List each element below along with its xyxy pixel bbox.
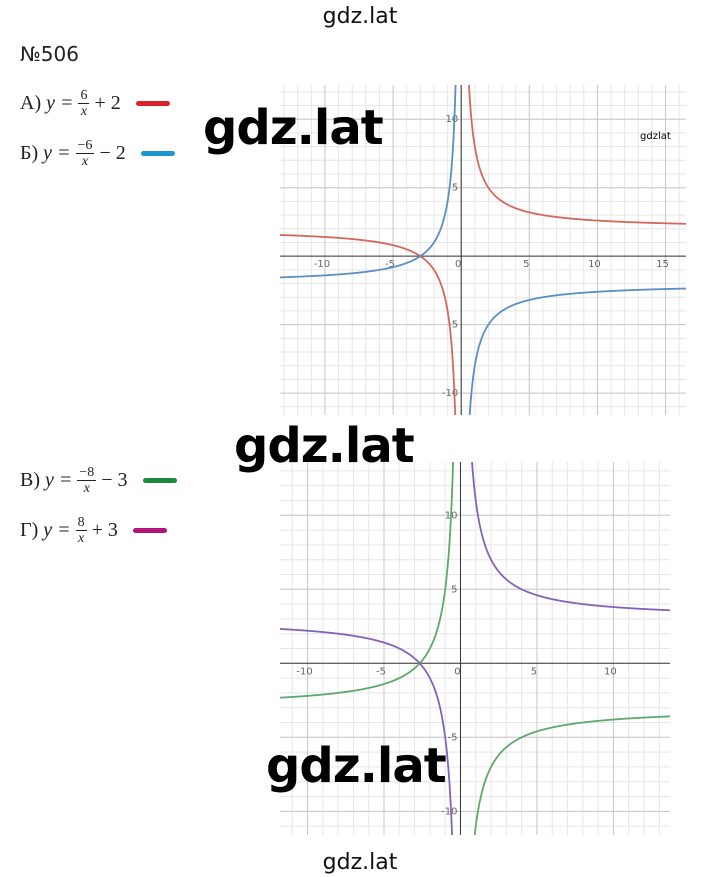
curve	[468, 287, 686, 415]
formula-label: Г)	[20, 519, 39, 541]
y-tick-label: -5	[448, 320, 458, 331]
graph: -10 -5 0 5 10 15 -10 -5 5 10	[280, 85, 686, 415]
x-tick-label: 5	[531, 666, 537, 677]
footer: gdz.lat	[322, 850, 398, 875]
color-marker	[140, 151, 175, 156]
formula-label: Б)	[20, 142, 39, 164]
numerator: 8	[75, 515, 87, 531]
watermark: gdzlat	[640, 131, 671, 142]
curve	[280, 462, 455, 699]
problem-number: №506	[20, 42, 79, 66]
y-tick-label: -10	[442, 388, 458, 399]
denominator: x	[83, 481, 90, 496]
formula-tail: − 3	[101, 469, 128, 491]
formula-tail: − 2	[99, 142, 126, 164]
curve	[471, 462, 670, 612]
watermark: gdz.lat	[234, 418, 415, 474]
formula-tail: + 2	[94, 92, 121, 114]
header-title: gdz.lat	[322, 4, 398, 29]
numerator: 6	[78, 88, 90, 104]
formula-lhs: y =	[46, 92, 74, 114]
x-tick-label: 0	[454, 666, 460, 677]
fraction: −6 x	[75, 138, 95, 169]
curve	[280, 628, 453, 835]
y-tick-label: -10	[441, 806, 457, 817]
x-tick-label: 10	[588, 259, 601, 270]
curve	[280, 234, 457, 415]
watermark: gdz.lat	[203, 100, 384, 156]
curve	[473, 715, 670, 835]
formula: А) y = 6 x + 2	[20, 88, 170, 119]
color-marker	[142, 478, 177, 483]
x-tick-label: -10	[314, 259, 330, 270]
formula-lhs: y =	[43, 142, 71, 164]
watermark: gdz.lat	[266, 738, 447, 794]
curve	[468, 85, 686, 225]
x-tick-label: 5	[523, 259, 529, 270]
numerator: −8	[77, 465, 97, 481]
formula: Б) y = −6 x − 2	[20, 138, 175, 169]
denominator: x	[81, 154, 89, 169]
formula-label: А)	[20, 92, 42, 114]
formula-label: В)	[20, 469, 40, 491]
y-tick-label: 10	[445, 114, 458, 125]
formula: В) y = −8 x − 3	[20, 465, 177, 496]
formula-tail: + 3	[91, 519, 118, 541]
color-marker	[132, 528, 167, 533]
formula-lhs: y =	[43, 519, 71, 541]
x-tick-label: -5	[385, 259, 395, 270]
denominator: x	[78, 531, 85, 546]
curve	[280, 85, 457, 279]
formula: Г) y = 8 x + 3	[20, 515, 167, 546]
color-marker	[135, 101, 170, 106]
denominator: x	[80, 104, 88, 119]
x-tick-label: -5	[376, 666, 386, 677]
x-tick-label: 15	[656, 259, 669, 270]
fraction: −8 x	[77, 465, 97, 496]
x-tick-label: 0	[455, 259, 461, 270]
formula-lhs: y =	[45, 469, 73, 491]
y-tick-label: -5	[447, 732, 457, 743]
y-tick-label: 5	[452, 183, 458, 194]
x-tick-label: -10	[296, 666, 312, 677]
numerator: −6	[75, 138, 95, 154]
y-tick-label: 5	[451, 584, 457, 595]
x-tick-label: 10	[604, 666, 617, 677]
